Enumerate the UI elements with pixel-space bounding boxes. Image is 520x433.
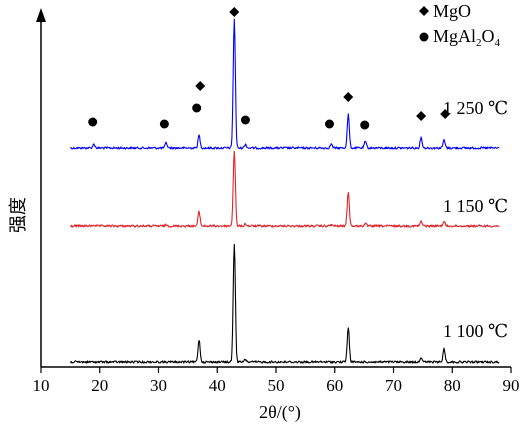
x-tick-label: 10 (33, 376, 50, 395)
x-tick-label: 30 (150, 376, 167, 395)
series-line-2 (69, 243, 500, 364)
series-layer (69, 18, 500, 364)
y-axis-title: 强度 (8, 197, 28, 233)
mgal2o4-peak-marker (159, 119, 169, 129)
x-tick-label: 90 (503, 376, 520, 395)
y-axis-arrow-icon (36, 8, 46, 22)
series-label-1250: 1 250 ℃ (443, 98, 508, 118)
x-tick-label: 60 (326, 376, 343, 395)
mgal2o4-peak-marker (240, 115, 250, 125)
mgo-peak-marker (343, 92, 354, 102)
legend-diamond-icon (419, 6, 429, 16)
peak-markers (88, 7, 451, 130)
legend-mgal-text: MgAl (433, 26, 476, 46)
mgo-peak-marker (416, 111, 427, 121)
mgo-peak-marker (440, 109, 451, 119)
mgal2o4-peak-marker (360, 120, 370, 130)
legend-circle-icon (419, 32, 429, 42)
mgo-peak-marker (195, 81, 206, 91)
series-label-1150: 1 150 ℃ (443, 196, 508, 216)
series-line-1 (70, 150, 500, 228)
mgal2o4-peak-marker (88, 117, 98, 127)
x-tick-label: 80 (444, 376, 461, 395)
axes: 10 20 30 40 50 60 70 80 90 (33, 8, 520, 395)
series-label-1100: 1 100 ℃ (443, 321, 508, 341)
mgal2o4-peak-marker (192, 103, 202, 113)
x-axis-title: 2θ/(°) (259, 402, 301, 423)
legend-sub-2: 2 (476, 37, 482, 49)
x-tick-label: 20 (91, 376, 108, 395)
x-tick-label: 40 (209, 376, 226, 395)
legend: MgO MgAl2O4 (419, 1, 501, 49)
mgal2o4-peak-marker (324, 119, 334, 129)
series-line-0 (69, 18, 500, 150)
legend-label-mgal2o4: MgAl2O4 (433, 26, 501, 49)
x-tick-label: 70 (385, 376, 402, 395)
legend-label-mgo: MgO (433, 1, 471, 21)
mgo-peak-marker (229, 7, 240, 17)
legend-o-text: O (482, 26, 495, 46)
legend-sub-4: 4 (495, 37, 501, 49)
x-tick-label: 50 (268, 376, 285, 395)
